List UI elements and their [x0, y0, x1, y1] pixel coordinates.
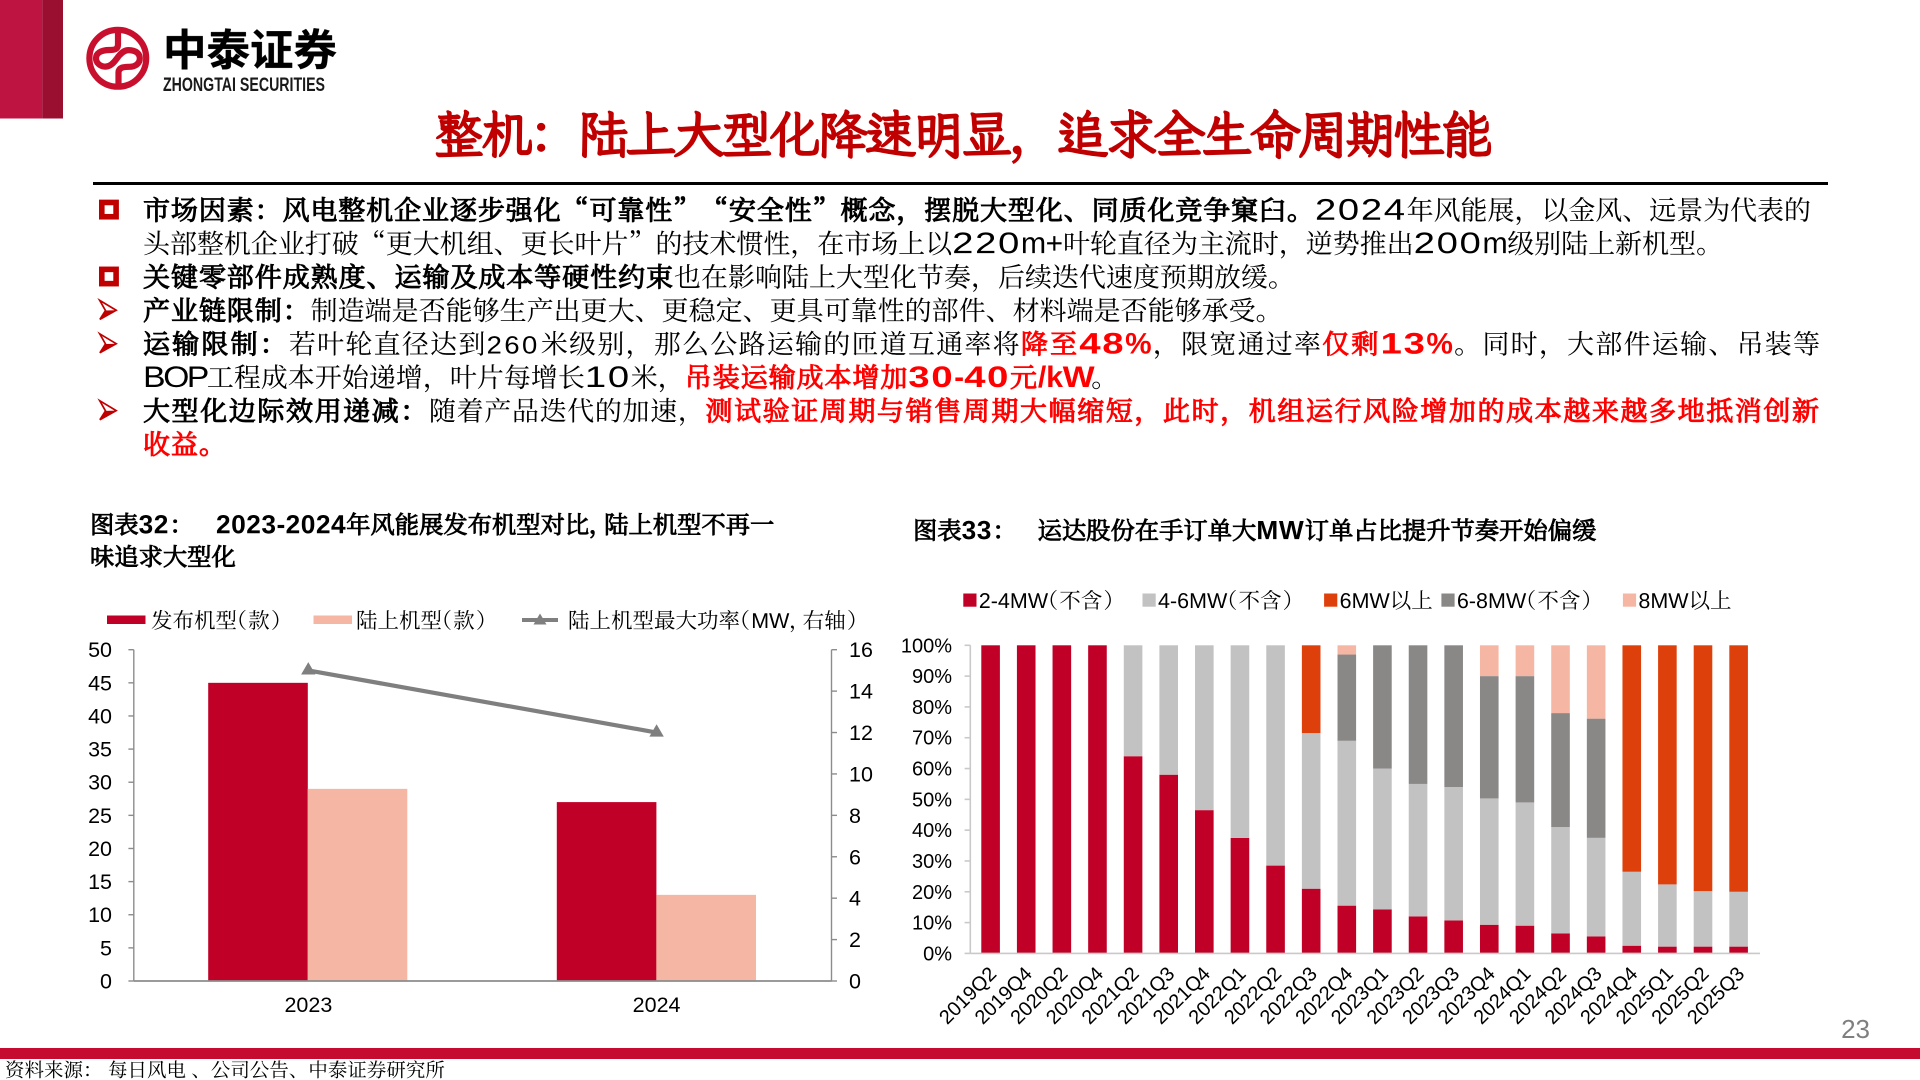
svg-text:12: 12: [849, 721, 873, 745]
svg-text:2024: 2024: [633, 993, 681, 1017]
svg-text:30: 30: [88, 771, 112, 795]
svg-text:23: 23: [1841, 1014, 1870, 1044]
svg-text:40: 40: [88, 704, 112, 728]
svg-text:20%: 20%: [912, 882, 952, 904]
svg-text:10: 10: [849, 762, 873, 786]
svg-text:40%: 40%: [912, 820, 952, 842]
svg-text:0%: 0%: [923, 943, 952, 965]
svg-text:20: 20: [88, 837, 112, 861]
svg-text:10: 10: [88, 903, 112, 927]
svg-text:4: 4: [849, 887, 861, 911]
svg-text:8: 8: [849, 804, 861, 828]
svg-text:35: 35: [88, 738, 112, 762]
svg-text:ZHONGTAI SECURITIES: ZHONGTAI SECURITIES: [163, 74, 325, 96]
svg-text:15: 15: [88, 870, 112, 894]
svg-text:80%: 80%: [912, 697, 952, 719]
svg-text:16: 16: [849, 638, 873, 662]
svg-text:45: 45: [88, 671, 112, 695]
svg-text:50%: 50%: [912, 789, 952, 811]
svg-text:6: 6: [849, 845, 861, 869]
svg-text:2023: 2023: [284, 993, 332, 1017]
svg-text:0: 0: [849, 970, 861, 994]
svg-text:90%: 90%: [912, 666, 952, 688]
svg-text:70%: 70%: [912, 728, 952, 750]
svg-text:60%: 60%: [912, 759, 952, 781]
svg-text:5: 5: [100, 936, 112, 960]
svg-text:2: 2: [849, 928, 861, 952]
svg-text:100%: 100%: [901, 635, 952, 657]
svg-text:14: 14: [849, 680, 873, 704]
svg-text:10%: 10%: [912, 913, 952, 935]
svg-text:0: 0: [100, 970, 112, 994]
svg-text:25: 25: [88, 804, 112, 828]
svg-text:30%: 30%: [912, 851, 952, 873]
svg-text:50: 50: [88, 638, 112, 662]
